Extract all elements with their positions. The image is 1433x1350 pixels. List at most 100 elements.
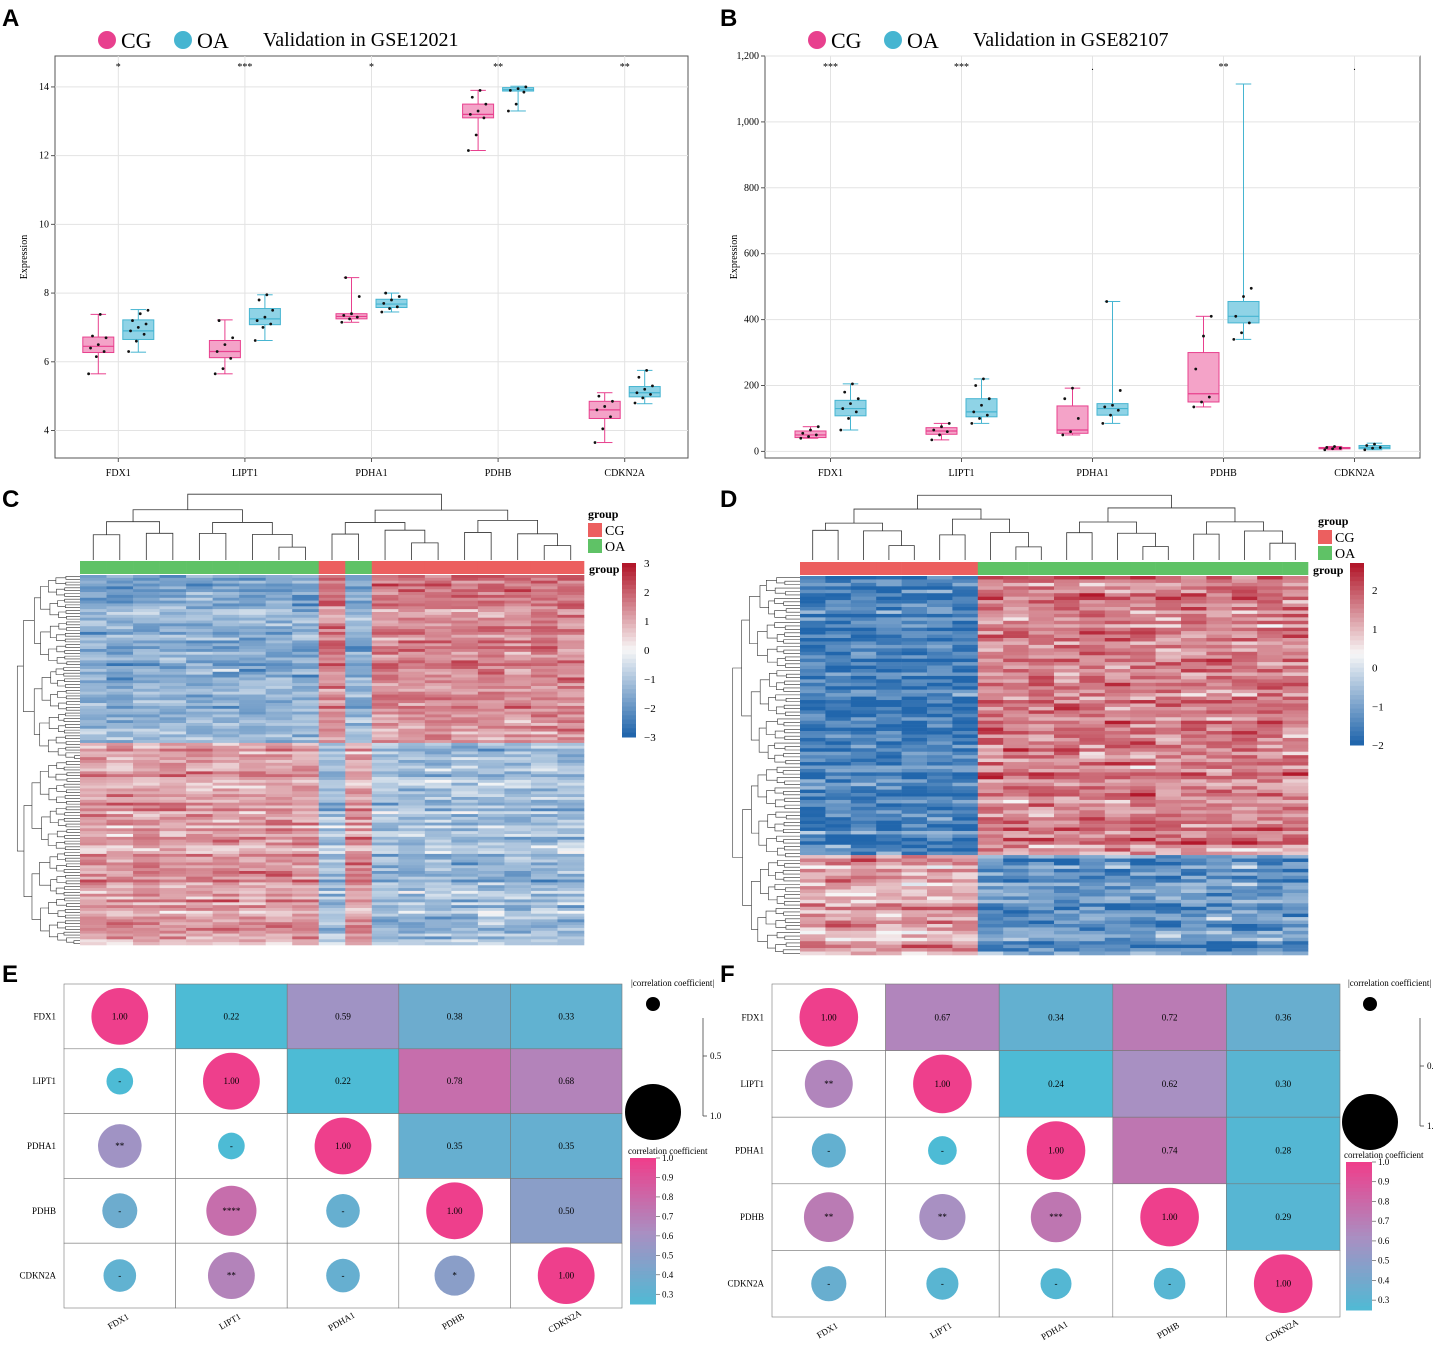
heatmap-cell [186, 765, 213, 769]
heatmap-cell [80, 899, 107, 903]
heatmap-cell [80, 742, 107, 747]
heatmap-cell [901, 682, 928, 687]
heatmap-cell [530, 848, 558, 852]
heatmap-cell [106, 629, 134, 633]
heatmap-cell [186, 663, 213, 667]
heatmap-cell [1104, 665, 1131, 670]
group-annotation-oa [265, 561, 293, 574]
heatmap-cell [901, 865, 928, 870]
heatmap-cell [398, 600, 426, 604]
heatmap-cell [1181, 710, 1207, 715]
box-cg-fdx1 [794, 430, 827, 439]
heatmap-cell [106, 680, 134, 684]
heatmap-cell [106, 668, 134, 673]
heatmap-cell [80, 785, 107, 789]
heatmap-cell [371, 893, 399, 897]
heatmap-cell [504, 831, 532, 835]
heatmap-cell [1079, 786, 1106, 790]
heatmap-cell [927, 810, 953, 815]
heatmap-cell [239, 811, 266, 815]
heatmap-cell [318, 609, 346, 613]
heatmap-cell [265, 668, 293, 673]
heatmap-cell [371, 868, 399, 872]
heatmap-cell [239, 583, 266, 587]
heatmap-cell [1003, 672, 1029, 677]
row-dendrogram-branch [774, 787, 800, 794]
heatmap-cell [80, 797, 107, 801]
heatmap-cell [80, 768, 107, 772]
heatmap-cell [504, 748, 532, 752]
heatmap-cell [398, 623, 426, 627]
heatmap-cell [451, 919, 479, 923]
heatmap-cell [1231, 724, 1258, 728]
heatmap-cell [133, 925, 160, 929]
heatmap-cell [1130, 669, 1156, 673]
heatmap-cell [1054, 803, 1080, 808]
heatmap-cell [1257, 772, 1283, 777]
heatmap-cell [850, 861, 877, 866]
heatmap-cell [850, 872, 877, 877]
heatmap-cell [186, 836, 213, 840]
significance-label: . [1353, 62, 1356, 73]
heatmap-cell [1181, 741, 1207, 746]
heatmap-cell [398, 660, 426, 664]
heatmap-cell [318, 700, 346, 704]
heatmap-cell [530, 600, 558, 604]
heatmap-cell [1028, 589, 1055, 594]
heatmap-cell [557, 768, 585, 772]
heatmap-cell [952, 651, 979, 656]
heatmap-cell [345, 871, 373, 875]
heatmap-cell [106, 859, 134, 863]
heatmap-cell [1155, 713, 1182, 718]
heatmap-cell [265, 612, 293, 616]
heatmap-cell [927, 772, 953, 777]
heatmap-cell [159, 930, 187, 934]
heatmap-cell [557, 737, 585, 741]
heatmap-cell [239, 771, 266, 775]
heatmap-cell [1181, 582, 1207, 587]
heatmap-cell [530, 916, 558, 920]
heatmap-cell [371, 828, 399, 832]
heatmap-cell [80, 751, 107, 755]
heatmap-cell [80, 916, 107, 920]
heatmap-cell [451, 845, 479, 849]
heatmap-cell [1181, 669, 1207, 673]
heatmap-cell [159, 677, 187, 681]
heatmap-cell [825, 820, 852, 825]
heatmap-cell [133, 819, 160, 823]
heatmap-cell [1181, 848, 1207, 852]
heatmap-cell [318, 765, 346, 769]
heatmap-cell [1079, 762, 1106, 766]
heatmap-cell [424, 885, 452, 889]
heatmap-cell [451, 774, 479, 778]
heatmap-cell [292, 720, 320, 724]
row-dendrogram-branch [741, 619, 752, 717]
heatmap-cell [451, 816, 479, 821]
heatmap-cell [1003, 675, 1029, 680]
heatmap-cell [292, 634, 320, 638]
heatmap-cell [557, 677, 585, 681]
data-point [478, 88, 482, 92]
heatmap-cell [133, 751, 160, 755]
heatmap-cell [1206, 872, 1233, 877]
heatmap-cell [1206, 724, 1233, 728]
heatmap-cell [825, 782, 852, 787]
heatmap-cell [825, 686, 852, 690]
heatmap-cell [318, 896, 346, 900]
heatmap-cell [1155, 855, 1182, 859]
heatmap-cell [800, 727, 826, 732]
heatmap-cell [1028, 693, 1055, 697]
heatmap-cell [398, 896, 426, 900]
heatmap-cell [927, 789, 953, 794]
heatmap-cell [371, 888, 399, 892]
heatmap-cell [876, 861, 902, 866]
heatmap-cell [318, 774, 346, 778]
heatmap-cell [1282, 875, 1309, 880]
heatmap-cell [530, 751, 558, 755]
heatmap-cell [504, 908, 532, 912]
heatmap-cell [1104, 682, 1131, 687]
heatmap-cell [212, 649, 240, 653]
heatmap-cell [876, 793, 902, 797]
heatmap-cell [265, 816, 293, 821]
heatmap-cell [477, 905, 505, 909]
